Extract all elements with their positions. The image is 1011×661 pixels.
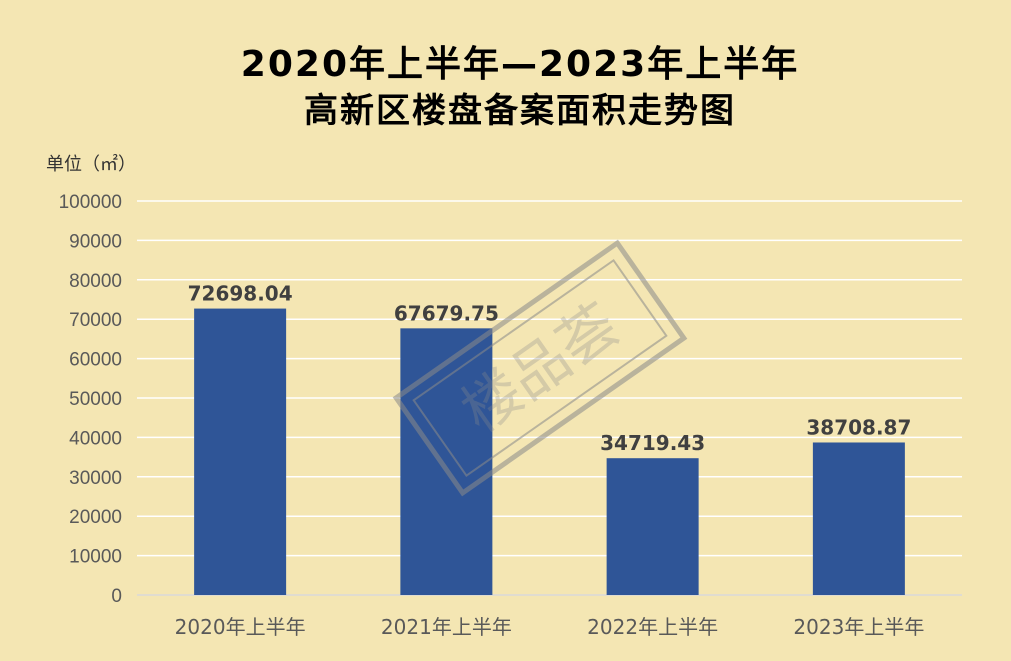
x-category-label: 2020年上半年 bbox=[175, 615, 306, 639]
chart-title-line1: 2020年上半年—2023年上半年 bbox=[241, 44, 799, 85]
bar bbox=[194, 308, 287, 595]
bar bbox=[400, 328, 493, 595]
x-category-label: 2022年上半年 bbox=[587, 615, 718, 639]
bar-data-label: 38708.87 bbox=[806, 415, 911, 439]
y-tick-label: 50000 bbox=[69, 389, 122, 410]
y-tick-label: 10000 bbox=[69, 547, 122, 568]
y-tick-label: 40000 bbox=[69, 428, 122, 449]
y-tick-label: 20000 bbox=[69, 507, 122, 528]
y-axis-ticks: 0 10000 20000 30000 40000 50000 60000 70000 8000… bbox=[59, 192, 122, 607]
bar-data-label: 67679.75 bbox=[394, 301, 499, 325]
bar bbox=[812, 442, 905, 595]
watermark-inner-border bbox=[412, 258, 668, 478]
y-tick-label: 60000 bbox=[69, 350, 122, 371]
y-tick-label: 80000 bbox=[69, 271, 122, 292]
x-category-label: 2021年上半年 bbox=[381, 615, 512, 639]
data-labels: 72698.04 67679.75 34719.43 38708.87 bbox=[188, 282, 912, 456]
bars bbox=[194, 308, 905, 595]
y-axis-unit-label: 单位（㎡） bbox=[46, 153, 136, 175]
chart-title-line2: 高新区楼盘备案面积走势图 bbox=[304, 91, 736, 131]
y-tick-label: 70000 bbox=[69, 310, 122, 331]
y-tick-label: 0 bbox=[111, 586, 122, 607]
watermark-outer-border bbox=[392, 239, 688, 497]
y-tick-label: 30000 bbox=[69, 468, 122, 489]
bar-data-label: 34719.43 bbox=[600, 431, 705, 455]
y-tick-label: 90000 bbox=[69, 231, 122, 252]
bar-data-label: 72698.04 bbox=[188, 282, 293, 306]
x-category-label: 2023年上半年 bbox=[793, 615, 924, 639]
bar bbox=[606, 458, 699, 595]
y-tick-label: 100000 bbox=[59, 192, 122, 213]
x-axis-categories: 2020年上半年 2021年上半年 2022年上半年 2023年上半年 bbox=[175, 615, 925, 639]
